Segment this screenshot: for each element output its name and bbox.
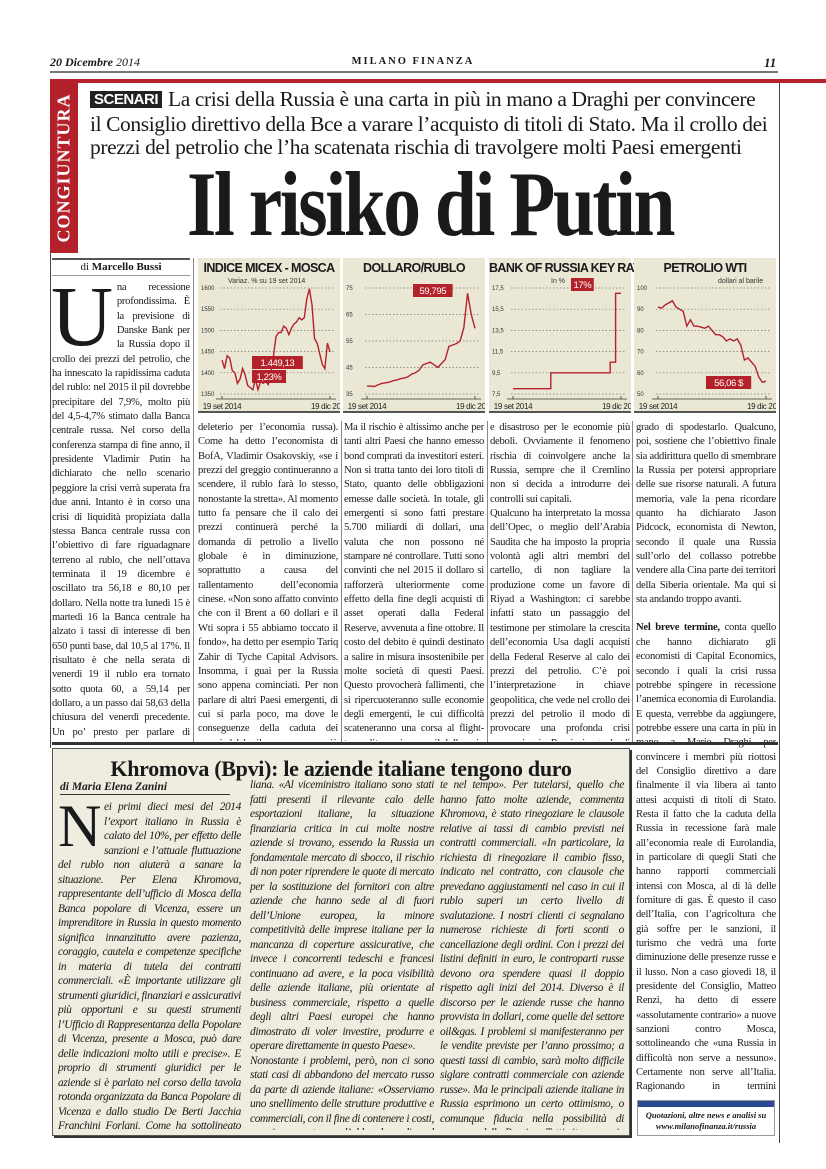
x-tick-label: 19 dic 2014 <box>602 402 631 411</box>
y-tick-label: 11,5 <box>492 350 504 356</box>
y-tick-label: 1600 <box>201 286 215 292</box>
y-tick-label: 7,5 <box>492 392 501 398</box>
y-tick-label: 9,5 <box>492 371 501 377</box>
x-tick-label: 19 set 2014 <box>348 402 387 411</box>
value-label: 59,795 <box>419 286 446 297</box>
lead-in: Nel breve termine, <box>636 622 720 634</box>
y-tick-label: 50 <box>637 392 644 398</box>
series-line <box>657 299 767 384</box>
link-caption: Quotazioni, altre news e analisi su <box>645 1110 767 1120</box>
y-tick-label: 15,5 <box>492 307 504 313</box>
headline: Il risiko di Putin <box>186 153 676 255</box>
column-divider <box>632 421 633 742</box>
y-tick-label: 90 <box>637 307 644 313</box>
value-label-box <box>252 356 303 369</box>
frame-rule <box>779 83 780 1143</box>
chart-petrolio-wti: PETROLIO WTI dollari al barile 50 60 70 80 90 1… <box>634 258 776 413</box>
value-label-box <box>706 376 752 389</box>
chart-key-rate: BANK OF RUSSIA KEY RATE In % 7,5 9,5 11,5 13,… <box>489 258 649 413</box>
y-tick-label: 60 <box>637 371 644 377</box>
link-bar <box>638 1101 774 1107</box>
y-tick-label: 35 <box>346 392 353 398</box>
chart-micex: INDICE MICEX - MOSCA Variaz. % su 19 set … <box>198 258 340 413</box>
y-tick-label: 1350 <box>201 392 215 398</box>
article-deck: SCENARI La crisi della Russia è una carta… <box>90 88 770 159</box>
sidebar-column-2: liana. «Al viceministro italiano sono st… <box>250 779 434 1130</box>
chart-title: BANK OF RUSSIA KEY RATE <box>489 261 649 275</box>
issue-date: 20 Dicembre 2014 <box>50 55 140 69</box>
publication-name: MILANO FINANZA <box>351 56 475 67</box>
value-label: 17% <box>573 280 592 291</box>
y-tick-label: 1550 <box>201 307 215 313</box>
column-divider <box>193 258 194 742</box>
y-tick-label: 70 <box>637 350 644 356</box>
sidebar-byline: di Maria Elena Zanini <box>60 781 230 795</box>
x-tick-label: 19 set 2014 <box>203 402 242 411</box>
y-tick-label: 1400 <box>201 371 215 377</box>
x-tick-label: 19 set 2014 <box>494 402 533 411</box>
chart-subtitle: In % <box>551 278 566 285</box>
x-tick-label: 19 dic 2014 <box>456 402 485 411</box>
kicker-badge: SCENARI <box>90 91 163 108</box>
column-divider <box>487 421 488 742</box>
value-label-box <box>571 278 594 291</box>
x-tick-label: 19 set 2014 <box>639 402 678 411</box>
y-tick-label: 80 <box>637 328 644 334</box>
drop-cap: U <box>52 281 113 364</box>
y-tick-label: 65 <box>346 313 353 319</box>
y-tick-label: 1450 <box>201 350 215 356</box>
article-column-3: Ma il rischio è altissimo anche per tant… <box>344 422 484 741</box>
chart-dollaro-rublo: DOLLARO/RUBLO 35 45 55 65 75 19 set 2014 19 dic… <box>343 258 485 413</box>
page-number: 11 <box>764 55 777 70</box>
y-tick-label: 75 <box>346 286 353 292</box>
value-label-box <box>413 284 453 297</box>
series-line <box>221 288 331 393</box>
y-tick-label: 1500 <box>201 328 215 334</box>
y-tick-label: 55 <box>346 339 353 345</box>
chart-subtitle: dollari al barile <box>718 278 764 285</box>
deck-text: La crisi della Russia è una carta in più… <box>90 87 768 159</box>
chart-title: INDICE MICEX - MOSCA <box>203 261 335 275</box>
y-tick-label: 100 <box>637 286 648 292</box>
value-label-box <box>252 370 286 383</box>
section-rule <box>52 742 778 745</box>
sidebar-box <box>52 748 630 1136</box>
drop-cap: N <box>58 800 101 859</box>
article-column-2: deleterio per l’economia russa). Come ha… <box>198 422 338 741</box>
value-label: 1,23% <box>257 372 283 383</box>
sidebar-title: Khromova (Bpvi): le aziende italiane ten… <box>110 756 572 781</box>
column-divider <box>341 421 342 742</box>
x-tick-label: 19 dic 2014 <box>747 402 776 411</box>
y-tick-label: 13,5 <box>492 328 504 334</box>
y-tick-label: 17,5 <box>492 286 504 292</box>
byline: di Marcello Bussi <box>52 258 190 276</box>
section-band <box>50 79 826 83</box>
chart-subtitle: Variaz. % su 19 set 2014 <box>228 278 306 285</box>
series-line <box>513 292 621 390</box>
y-tick-label: 45 <box>346 366 353 372</box>
section-tab: CONGIUNTURA <box>50 83 78 253</box>
chart-title: PETROLIO WTI <box>663 261 747 275</box>
chart-title: DOLLARO/RUBLO <box>363 261 466 275</box>
frame-rule <box>50 253 51 748</box>
article-column-4: e disastroso per le economie più deboli.… <box>490 422 630 741</box>
link-url[interactable]: www.milanofinanza.it/russia <box>655 1121 757 1131</box>
value-label: 56,06 $ <box>714 378 744 389</box>
web-link-box[interactable]: Quotazioni, altre news e analisi su www.… <box>637 1100 775 1136</box>
sidebar-column-3: te nel tempo». Per tutelarsi, quello che… <box>440 779 624 1130</box>
section-label: CONGIUNTURA <box>53 93 74 243</box>
x-tick-label: 19 dic 2014 <box>311 402 340 411</box>
header-rule <box>50 71 778 73</box>
series-line <box>367 293 476 388</box>
value-label: 1.449,13 <box>261 358 295 369</box>
article-column-5: grado di spodestarlo. Qualcuno, poi, sos… <box>636 422 776 1097</box>
